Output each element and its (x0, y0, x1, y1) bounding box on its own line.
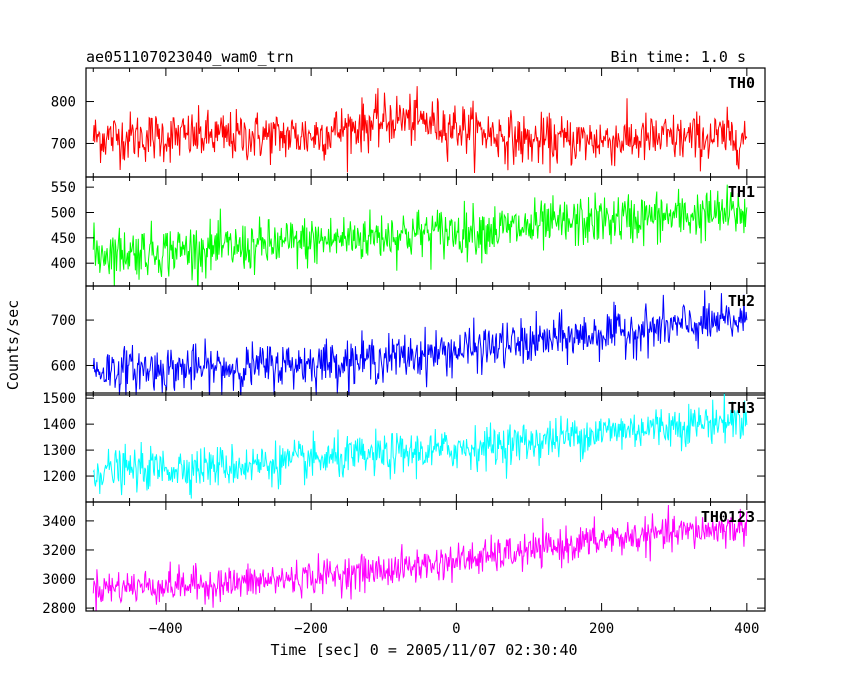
y-tick-label: 3400 (42, 514, 76, 530)
panel-frame (85, 392, 766, 503)
series-th0123 (92, 504, 748, 611)
panel-th2: 600 700 TH2 (51, 285, 766, 396)
panel-th3: 1200 1300 1400 1500 TH3 (42, 391, 766, 503)
panel-label: TH0123 (701, 508, 755, 526)
y-tick-label: 1500 (42, 391, 76, 407)
panel-th0: 700 800 TH0 (51, 67, 766, 178)
panel-frame (85, 501, 766, 612)
panel-frame (85, 285, 766, 396)
chart-title: ae051107023040_wam0_trn (86, 48, 294, 66)
panel-label: TH3 (728, 399, 755, 417)
panel-th1: 400 450 500 550 TH1 (51, 176, 766, 287)
panel-th0123: 2800 3000 3200 3400 TH0123 (42, 501, 766, 617)
bin-time-label: Bin time: 1.0 s (611, 48, 746, 66)
x-tick-label: 400 (734, 621, 759, 637)
y-tick-label: 2800 (42, 601, 76, 617)
y-tick-label: 3000 (42, 572, 76, 588)
panel-frame (85, 176, 766, 287)
panel-label: TH1 (728, 183, 755, 201)
y-tick-label: 450 (51, 231, 76, 247)
series-th2 (92, 290, 748, 395)
y-axis-label: Counts/sec (4, 300, 22, 390)
y-tick-label: 550 (51, 180, 76, 196)
y-tick-label: 1300 (42, 443, 76, 459)
series-th0 (92, 86, 748, 174)
series-th1 (92, 184, 748, 286)
series-th3 (92, 393, 748, 499)
panels-group: 700 800 TH0 400 450 500 550 TH1 600 700 TH2 1200 130… (42, 67, 766, 617)
x-tick-label: 0 (452, 621, 460, 637)
x-tick-label: 200 (589, 621, 614, 637)
y-tick-label: 600 (51, 358, 76, 374)
y-tick-label: 400 (51, 256, 76, 272)
x-tick-label: −400 (149, 621, 183, 637)
x-tick-label: −200 (294, 621, 328, 637)
y-tick-label: 800 (51, 95, 76, 111)
panel-label: TH2 (728, 292, 755, 310)
y-tick-label: 700 (51, 313, 76, 329)
y-tick-label: 700 (51, 136, 76, 152)
y-tick-label: 1400 (42, 417, 76, 433)
x-axis-label: Time [sec] 0 = 2005/11/07 02:30:40 (270, 641, 577, 659)
y-tick-label: 3200 (42, 543, 76, 559)
panel-label: TH0 (728, 74, 755, 92)
x-tick-labels: −400 −200 0 200 400 (149, 621, 759, 637)
y-tick-label: 500 (51, 205, 76, 221)
y-tick-label: 1200 (42, 469, 76, 485)
